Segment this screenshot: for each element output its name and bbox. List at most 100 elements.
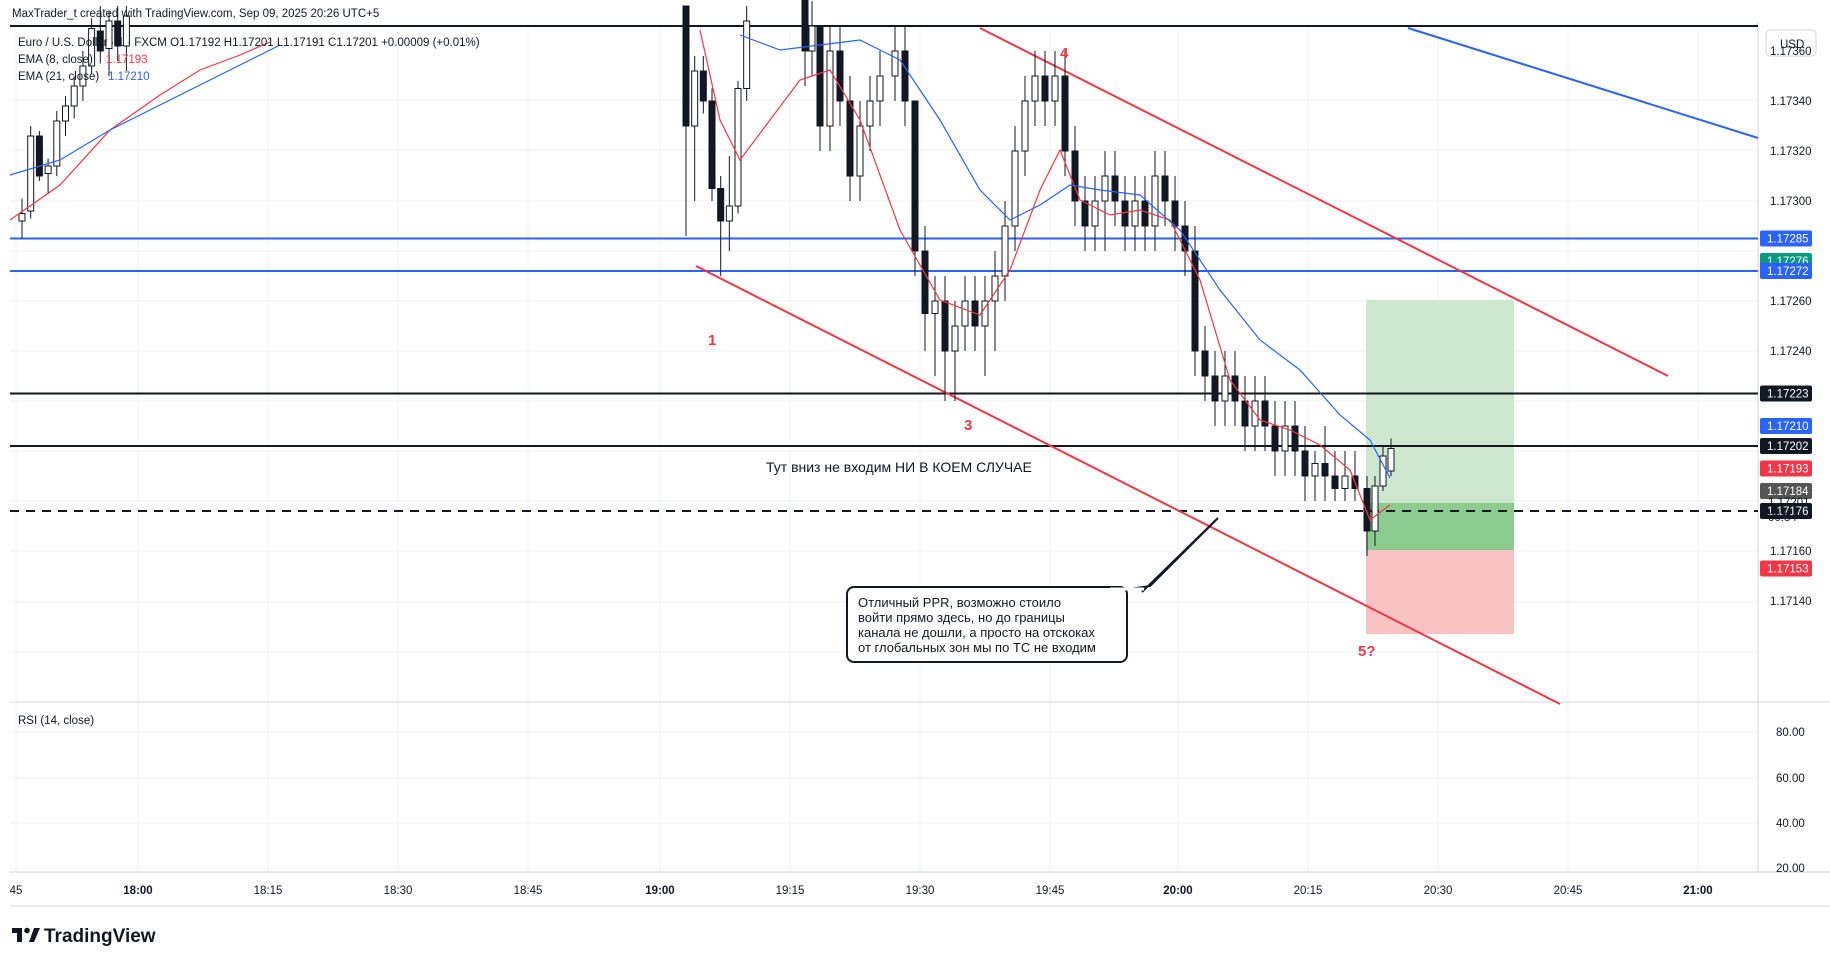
candle-body[interactable] [1001,225,1009,277]
candle-body[interactable] [62,105,69,122]
wave-label-3: 3 [964,417,972,434]
candle-body[interactable] [1291,425,1299,452]
candle-body[interactable] [105,20,113,49]
candle-body[interactable] [699,70,707,102]
candle-body[interactable] [816,25,824,127]
candle-body[interactable] [1221,375,1229,402]
candle-body[interactable] [96,30,104,52]
candle-body[interactable] [1387,448,1395,472]
candle-body[interactable] [1081,200,1089,227]
candle-body[interactable] [801,0,809,52]
candle-body[interactable] [725,205,733,222]
candle-body[interactable] [70,85,78,107]
time-axis[interactable]: 45 18:00 18:15 18:30 18:45 19:00 19:15 19:30 19:… [10,885,1713,897]
ema8-line-left[interactable] [9,41,271,221]
candle-body[interactable] [708,100,716,189]
candle-body[interactable] [866,100,874,127]
candle-body[interactable] [1011,150,1019,227]
price-scale[interactable]: USD 1.173601.173401.173201.173001.172601… [1760,29,1817,608]
candle-body[interactable] [911,100,919,252]
candle-body[interactable] [891,50,899,77]
candle-body[interactable] [1071,150,1079,202]
candle-body[interactable] [1271,425,1279,452]
ema8-line[interactable] [699,29,1391,521]
candle-body[interactable] [734,88,742,207]
candle-body[interactable] [808,25,816,52]
candle-body[interactable] [836,50,844,102]
long-position-tool[interactable] [1366,300,1514,634]
candle-body[interactable] [1191,250,1199,352]
candle-body[interactable] [53,120,61,167]
candle-body[interactable] [1051,75,1059,102]
candle-body[interactable] [18,213,26,222]
candle-body[interactable] [951,325,959,352]
candle-body[interactable] [1131,200,1139,227]
candle-body[interactable] [1371,485,1379,532]
symbol-legend[interactable]: Euro / U.S. Dollar · 1 · FXCM O1.17192 H… [18,37,480,49]
candle-body[interactable] [826,50,834,127]
candle-body[interactable] [44,165,52,174]
candle-body[interactable] [921,250,929,314]
ema21-line-left[interactable] [9,44,281,176]
callout-box[interactable]: Отличный PPR, возможно стоило войти прям… [846,517,1219,663]
candle-body[interactable] [961,300,969,327]
candle-body[interactable] [1201,350,1209,377]
channel-lower-line[interactable] [695,265,1561,705]
ema21-legend-label[interactable]: EMA (21, close) [18,71,99,83]
global-trend-line[interactable] [1407,27,1759,139]
ema8-legend-label[interactable]: EMA (8, close) [18,54,93,66]
candle-body[interactable] [856,125,864,177]
time-axis-label: 18:00 [123,885,152,897]
candle-body[interactable] [1021,100,1029,152]
candle-body[interactable] [35,135,43,177]
currency-badge[interactable] [1765,29,1817,57]
candle-body[interactable] [1231,375,1239,402]
candle-body[interactable] [1101,175,1109,202]
candle-body[interactable] [1211,375,1219,402]
ema21-line[interactable] [739,34,1391,479]
legend[interactable]: Euro / U.S. Dollar · 1 · FXCM O1.17192 H… [18,37,480,83]
candle-body[interactable] [122,15,130,47]
candle-body[interactable] [743,20,751,89]
candle-body[interactable] [1281,425,1289,452]
candle-body[interactable] [981,300,989,327]
candle-body[interactable] [901,50,909,102]
candle-body[interactable] [1311,463,1319,477]
candle-body[interactable] [1141,200,1149,227]
candle-body[interactable] [931,300,939,314]
candle-body[interactable] [846,100,854,177]
candle-body[interactable] [1041,75,1049,102]
candle-body[interactable] [1111,175,1119,202]
candle-body[interactable] [1151,175,1159,227]
rsi-label[interactable]: RSI (14, close) [18,715,94,727]
candle-body[interactable] [1061,75,1069,152]
candle-body[interactable] [1031,75,1039,102]
candle-body[interactable] [1331,475,1339,489]
channel-upper-line[interactable] [979,27,1669,377]
candle-body[interactable] [1241,400,1249,427]
candle-body[interactable] [1363,488,1371,532]
candle-body[interactable] [1171,200,1179,227]
candle-body[interactable] [717,188,725,222]
price-badge-text: 1.17223 [1767,389,1809,401]
candle-body[interactable] [1121,200,1129,227]
rsi-pane[interactable]: RSI (14, close) 80.00 60.00 40.00 20.00 [18,715,1805,875]
candle-body[interactable] [114,20,122,47]
candle-body[interactable] [1301,450,1309,477]
candle-body[interactable] [941,300,949,352]
price-badge: 1.17153 [1760,560,1812,577]
candle-body[interactable] [27,135,35,212]
candle-body[interactable] [88,28,96,67]
candle-body[interactable] [691,70,699,127]
candle-body[interactable] [1161,175,1169,202]
candle-body[interactable] [682,5,690,127]
candle-body[interactable] [79,65,87,87]
candle-body[interactable] [1091,200,1099,227]
channel-lines[interactable] [695,27,1759,705]
candle-body[interactable] [1321,463,1329,477]
candle-body[interactable] [1261,400,1269,427]
candle-body[interactable] [876,75,884,102]
candle-body[interactable] [1341,475,1349,489]
tradingview-logo[interactable]: TradingView [12,926,156,947]
